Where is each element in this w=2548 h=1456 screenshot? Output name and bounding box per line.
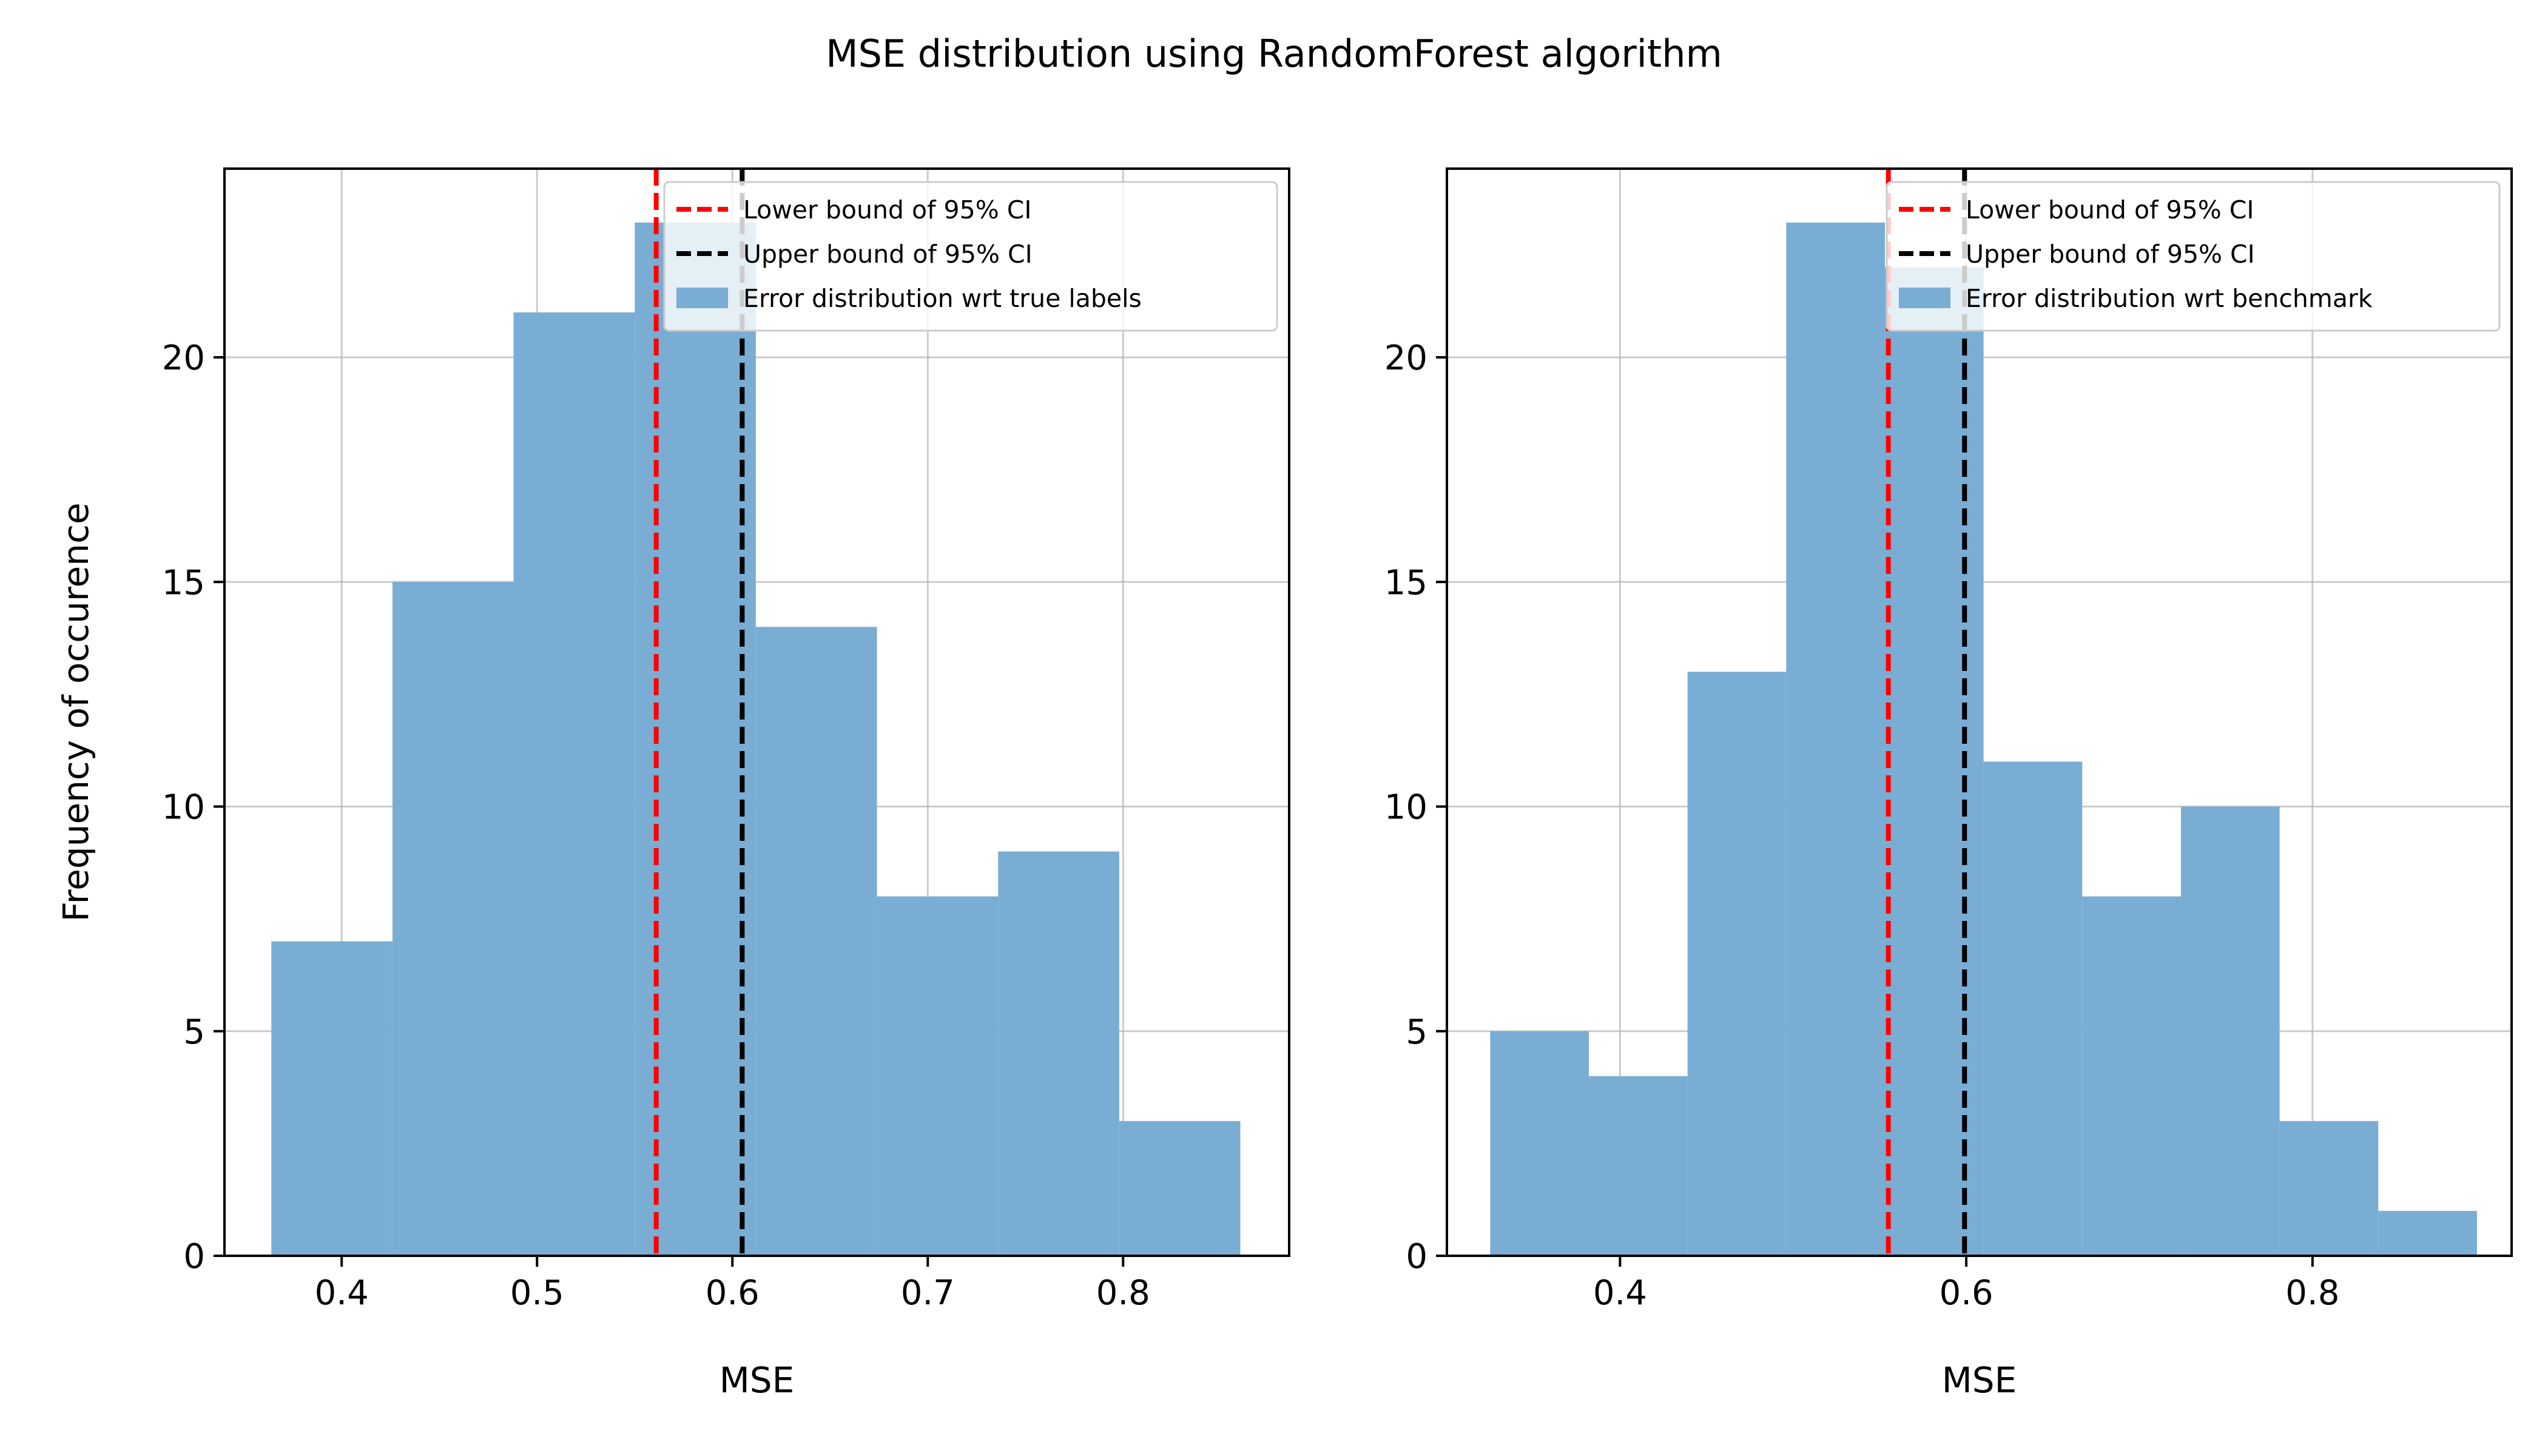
legend-box [663, 181, 1278, 332]
x-tick-label: 0.4 [1593, 1273, 1647, 1313]
histogram-bar [998, 851, 1119, 1256]
histogram-bar [1490, 1031, 1589, 1256]
axes-frame [1446, 167, 2513, 1257]
histogram-bar [877, 896, 999, 1256]
x-axis-label: MSE [720, 1360, 795, 1401]
y-tick-label: 15 [1384, 563, 1427, 602]
x-tick-label: 0.6 [706, 1273, 760, 1313]
y-tick-label: 10 [162, 788, 205, 827]
histogram-bar [1884, 267, 1984, 1256]
histogram-bar [2378, 1210, 2477, 1256]
y-tick-label: 0 [1406, 1237, 1427, 1276]
y-axis-label: Frequency of occurence [55, 502, 96, 922]
left-histogram-panel: 0.4 0.5 0.6 0.7 0.8 0 5 10 15 20 MSE Frequency of o… [55, 167, 1290, 1401]
x-tick-label: 0.4 [315, 1273, 369, 1313]
legend-histogram-swatch [676, 288, 728, 308]
histogram-bar [1983, 761, 2083, 1256]
histogram-bar [1786, 222, 1885, 1256]
x-axis-label: MSE [1942, 1360, 2017, 1401]
histogram-bar [2180, 806, 2280, 1256]
legend-histogram-label: Error distribution wrt benchmark [1966, 284, 2373, 313]
x-tick-label: 0.8 [2285, 1273, 2339, 1313]
legend-upper-ci-label: Upper bound of 95% CI [1966, 240, 2255, 269]
histogram-bar [1119, 1121, 1241, 1256]
histogram-bar [513, 312, 635, 1256]
y-tick-label: 20 [162, 339, 205, 378]
x-tick-label: 0.6 [1940, 1273, 1994, 1313]
legend-upper-ci-label: Upper bound of 95% CI [743, 240, 1033, 269]
y-tick-label: 10 [1384, 788, 1427, 827]
histogram-bar [1589, 1076, 1688, 1256]
histogram-bar [755, 627, 877, 1256]
right-histogram-panel: 0.4 0.6 0.8 0 5 10 15 20 MSE Lower bound of 95% C… [1384, 167, 2513, 1401]
histogram-bar [271, 941, 393, 1256]
x-tick-label: 0.8 [1096, 1273, 1150, 1313]
y-tick-label: 0 [183, 1237, 205, 1276]
x-tick-label: 0.7 [901, 1273, 955, 1313]
histogram-bar [1687, 672, 1787, 1256]
histogram-bar [635, 222, 756, 1256]
x-tick-label: 0.5 [510, 1273, 564, 1313]
y-tick-label: 5 [183, 1013, 205, 1052]
figure-title: MSE distribution using RandomForest algo… [826, 32, 1722, 76]
histogram-bar [2279, 1121, 2379, 1256]
legend-lower-ci-label: Lower bound of 95% CI [743, 195, 1031, 224]
legend-lower-ci-label: Lower bound of 95% CI [1966, 195, 2254, 224]
legend-histogram-swatch [1899, 288, 1950, 308]
y-tick-label: 5 [1406, 1013, 1427, 1052]
histogram-bar [2082, 896, 2181, 1256]
legend-box [1886, 181, 2501, 332]
axes-frame [223, 167, 1290, 1257]
y-tick-label: 15 [162, 563, 205, 602]
legend-histogram-label: Error distribution wrt true labels [743, 284, 1142, 313]
y-tick-label: 20 [1384, 339, 1427, 378]
histogram-bar [392, 582, 514, 1256]
